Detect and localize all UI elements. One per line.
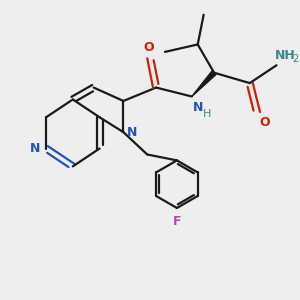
Polygon shape — [192, 71, 216, 97]
Text: N: N — [193, 101, 204, 114]
Text: F: F — [173, 214, 181, 227]
Text: O: O — [143, 41, 154, 54]
Text: NH: NH — [275, 49, 296, 62]
Text: 2: 2 — [292, 54, 298, 64]
Text: N: N — [127, 126, 137, 139]
Text: O: O — [260, 116, 270, 129]
Text: H: H — [203, 109, 212, 119]
Text: N: N — [30, 142, 41, 155]
